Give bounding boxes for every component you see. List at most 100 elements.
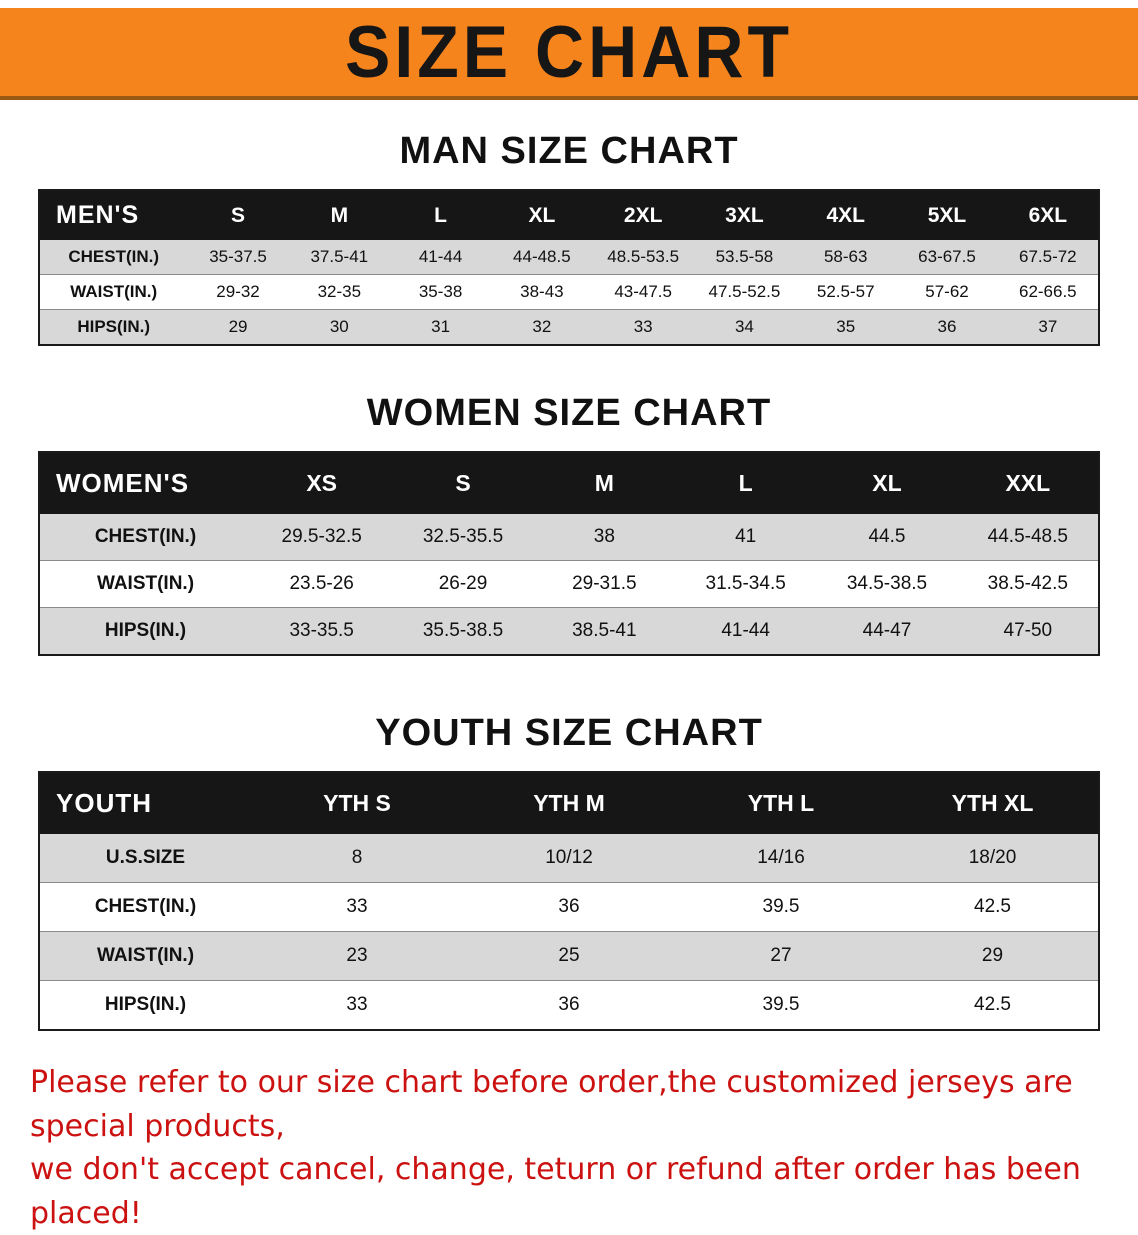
youth-size-table: YOUTH YTH S YTH M YTH L YTH XL U.S.SIZE 8 10/1… (38, 771, 1100, 1031)
men-size-section: MAN SIZE CHART MEN'S S M L XL 2XL 3XL 4XL 5XL 6XL… (0, 130, 1138, 346)
column-header-cell: YTH S (323, 790, 391, 816)
row-label-cell: U.S.SIZE (105, 847, 186, 868)
value-cell: 8 (351, 847, 363, 868)
value-cell: 37 (1038, 317, 1058, 336)
column-header-cell: XXL (1005, 470, 1051, 496)
value-cell: 23.5-26 (289, 573, 354, 594)
value-cell: 41-44 (418, 247, 463, 266)
value-cell: 35-37.5 (209, 247, 267, 266)
value-cell: 29 (981, 945, 1004, 966)
value-cell: 67.5-72 (1018, 247, 1077, 266)
value-cell: 58-63 (823, 247, 868, 266)
value-cell: 37.5-41 (310, 247, 369, 266)
disclaimer-note: Please refer to our size chart before or… (30, 1061, 1118, 1235)
value-cell: 44-48.5 (513, 247, 571, 266)
value-cell: 48.5-53.5 (607, 247, 680, 266)
value-cell: 31.5-34.5 (705, 573, 786, 594)
table-row: WAIST(IN.) 23.5-26 26-29 29-31.5 31.5-34.5 34… (39, 560, 1099, 608)
size-chart-banner: SIZE CHART (0, 8, 1138, 100)
value-cell: 41 (735, 526, 757, 547)
row-label-cell: WAIST(IN.) (96, 573, 195, 594)
value-cell: 42.5 (974, 994, 1011, 1015)
value-cell: 14/16 (757, 847, 805, 868)
value-cell: 36 (558, 896, 580, 917)
value-cell: 29-32 (216, 282, 260, 301)
column-header-cell: L (434, 203, 447, 227)
row-label-cell: CHEST(IN.) (94, 526, 197, 547)
value-cell: 10/12 (545, 847, 593, 868)
value-cell: 26-29 (438, 573, 488, 594)
value-cell: 43-47.5 (614, 282, 672, 301)
column-header-cell: XL (872, 470, 902, 496)
row-label-cell: HIPS(IN.) (77, 317, 151, 336)
women-size-section: WOMEN SIZE CHART WOMEN'S XS S M L XL XXL CHEST… (0, 392, 1138, 656)
youth-size-section: YOUTH SIZE CHART YOUTH YTH S YTH M YTH L YTH… (0, 712, 1138, 1031)
value-cell: 35-38 (418, 282, 463, 301)
value-cell: 47-50 (1003, 620, 1053, 641)
value-cell: 33 (633, 317, 653, 336)
value-cell: 30 (329, 317, 349, 336)
table-row: HIPS(IN.) 33 36 39.5 42.5 (39, 980, 1099, 1030)
row-label-cell: HIPS(IN.) (104, 994, 187, 1015)
value-cell: 63-67.5 (918, 247, 976, 266)
value-cell: 52.5-57 (816, 282, 875, 301)
table-header-row: WOMEN'S XS S M L XL XXL (39, 452, 1099, 514)
row-label-cell: HIPS(IN.) (104, 620, 187, 641)
value-cell: 44.5 (868, 526, 906, 547)
value-cell: 32 (532, 317, 552, 336)
value-cell: 25 (558, 945, 580, 966)
value-cell: 42.5 (974, 896, 1011, 917)
table-corner-label: WOMEN'S (56, 468, 190, 498)
size-chart-title: SIZE CHART (345, 10, 793, 94)
column-header-cell: XL (528, 203, 556, 227)
column-header-cell: 4XL (826, 203, 865, 227)
row-label-cell: CHEST(IN.) (94, 896, 197, 917)
value-cell: 39.5 (762, 994, 800, 1015)
table-row: CHEST(IN.) 33 36 39.5 42.5 (39, 882, 1099, 932)
man-size-chart-heading: MAN SIZE CHART (399, 130, 739, 172)
women-size-chart-heading: WOMEN SIZE CHART (366, 392, 772, 434)
value-cell: 29 (228, 317, 248, 336)
table-corner-label: YOUTH (56, 788, 152, 818)
column-header-cell: XS (306, 470, 337, 496)
column-header-cell: 3XL (725, 203, 764, 227)
value-cell: 33 (346, 896, 368, 917)
value-cell: 62-66.5 (1018, 282, 1077, 301)
column-header-cell: YTH L (747, 790, 815, 816)
column-header-cell: 5XL (927, 203, 967, 227)
youth-size-chart-heading: YOUTH SIZE CHART (375, 712, 763, 754)
value-cell: 44.5-48.5 (987, 526, 1068, 547)
value-cell: 34 (734, 317, 754, 336)
value-cell: 31 (431, 317, 451, 336)
value-cell: 35 (836, 317, 856, 336)
value-cell: 33 (346, 994, 368, 1015)
column-header-cell: 6XL (1028, 203, 1068, 227)
table-corner-label: MEN'S (56, 201, 140, 229)
row-label-cell: WAIST(IN.) (96, 945, 195, 966)
value-cell: 38.5-41 (572, 620, 637, 641)
column-header-cell: M (330, 203, 349, 227)
womens-size-table: WOMEN'S XS S M L XL XXL CHEST(IN.) 29.5-32.5 32.… (38, 451, 1100, 656)
value-cell: 18/20 (968, 847, 1017, 868)
row-label-cell: WAIST(IN.) (70, 282, 158, 301)
column-header-cell: YTH M (533, 790, 605, 816)
table-row: HIPS(IN.) 29 30 31 32 33 34 35 36 37 (39, 309, 1099, 345)
value-cell: 39.5 (762, 896, 800, 917)
value-cell: 41-44 (721, 620, 770, 641)
value-cell: 32-35 (317, 282, 362, 301)
value-cell: 57-62 (925, 282, 969, 301)
value-cell: 38-43 (520, 282, 564, 301)
value-cell: 33-35.5 (289, 620, 354, 641)
value-cell: 29.5-32.5 (281, 526, 362, 547)
column-header-cell: YTH XL (951, 790, 1034, 816)
table-row: CHEST(IN.) 35-37.5 37.5-41 41-44 44-48.5 48.5… (39, 240, 1099, 275)
table-row: CHEST(IN.) 29.5-32.5 32.5-35.5 38 41 44.5 44.5… (39, 514, 1099, 561)
table-header-row: YOUTH YTH S YTH M YTH L YTH XL (39, 772, 1099, 834)
value-cell: 38 (593, 526, 615, 547)
mens-size-table: MEN'S S M L XL 2XL 3XL 4XL 5XL 6XL CHEST(IN.) 35-3… (38, 189, 1100, 346)
column-header-cell: L (738, 470, 753, 496)
value-cell: 36 (937, 317, 957, 336)
table-row: WAIST(IN.) 29-32 32-35 35-38 38-43 43-47.5 47.… (39, 274, 1099, 310)
value-cell: 44-47 (862, 620, 912, 641)
value-cell: 29-31.5 (572, 573, 637, 594)
